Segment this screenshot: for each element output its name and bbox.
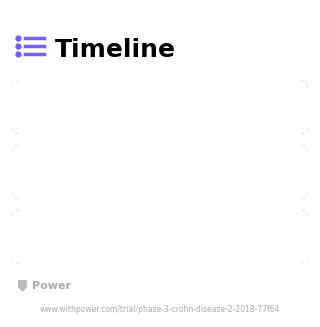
Text: Screening ~: Screening ~	[32, 100, 117, 114]
Text: 3 weeks: 3 weeks	[235, 100, 292, 114]
Text: Power: Power	[32, 281, 71, 291]
FancyBboxPatch shape	[12, 210, 308, 264]
FancyBboxPatch shape	[11, 79, 309, 135]
Text: Timeline: Timeline	[55, 38, 176, 62]
Text: Follow ups ~: Follow ups ~	[32, 230, 121, 244]
Text: Treatment ~: Treatment ~	[32, 165, 119, 179]
FancyBboxPatch shape	[12, 80, 308, 134]
FancyBboxPatch shape	[12, 145, 308, 199]
FancyBboxPatch shape	[11, 144, 309, 200]
Text: www.withpower.com/trial/phase-3-crohn-disease-2-2018-77f64: www.withpower.com/trial/phase-3-crohn-di…	[40, 305, 280, 315]
Text: week 12: week 12	[234, 230, 292, 244]
Polygon shape	[18, 280, 27, 292]
FancyBboxPatch shape	[11, 209, 309, 265]
Text: Varies: Varies	[250, 165, 292, 179]
